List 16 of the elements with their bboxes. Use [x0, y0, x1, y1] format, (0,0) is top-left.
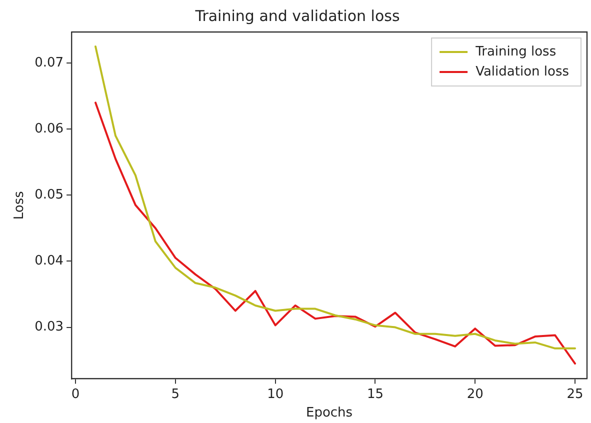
legend-label: Training loss: [474, 44, 556, 60]
x-axis-title: Epochs: [306, 406, 353, 421]
y-tick-label: 0.06: [34, 121, 64, 136]
y-tick-label: 0.04: [34, 254, 64, 269]
y-tick-label: 0.05: [34, 188, 64, 203]
x-tick-label: 5: [171, 386, 180, 402]
legend-label: Validation loss: [476, 64, 570, 80]
x-tick-label: 20: [466, 386, 484, 402]
x-tick-label: 10: [267, 386, 284, 402]
y-tick-label: 0.03: [34, 320, 64, 335]
x-tick-label: 15: [366, 386, 384, 402]
y-axis-title: Loss: [12, 190, 28, 220]
x-tick-label: 0: [71, 386, 80, 402]
chart-title: Training and validation loss: [194, 6, 400, 25]
x-tick-label: 25: [566, 386, 584, 402]
y-tick-label: 0.07: [34, 55, 64, 70]
